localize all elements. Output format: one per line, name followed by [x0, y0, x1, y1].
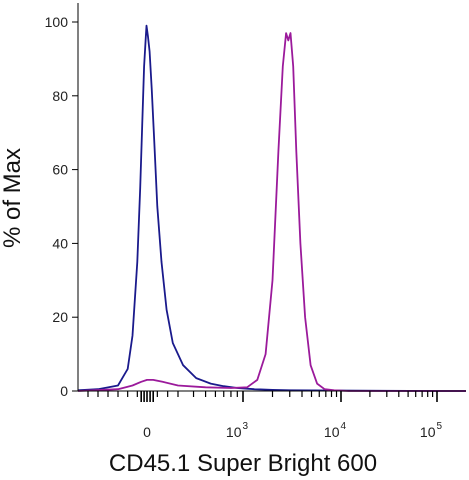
- x-tick-label: 104: [324, 421, 347, 440]
- plot-area: [78, 3, 466, 391]
- y-tick-label: 80: [52, 88, 68, 104]
- y-tick-label: 40: [52, 235, 68, 251]
- series-layer: [77, 24, 466, 392]
- x-tick-label: 103: [226, 421, 249, 440]
- y-axis-title: % of Max: [0, 148, 26, 248]
- x-tick-label: 105: [420, 421, 443, 440]
- y-tick-label: 0: [60, 383, 68, 399]
- x-axis-minor-ticks: [87, 391, 434, 402]
- y-axis-ticks: 0 20 40 60 80 100: [45, 14, 78, 399]
- x-tick-label: 0: [143, 424, 151, 440]
- y-tick-label: 20: [52, 309, 68, 325]
- series-line-2: [77, 32, 466, 392]
- x-axis-ticks: 0 103 104 105: [143, 391, 443, 440]
- x-axis-title: CD45.1 Super Bright 600: [109, 450, 377, 477]
- y-tick-label: 100: [45, 14, 69, 30]
- y-tick-label: 60: [52, 162, 68, 178]
